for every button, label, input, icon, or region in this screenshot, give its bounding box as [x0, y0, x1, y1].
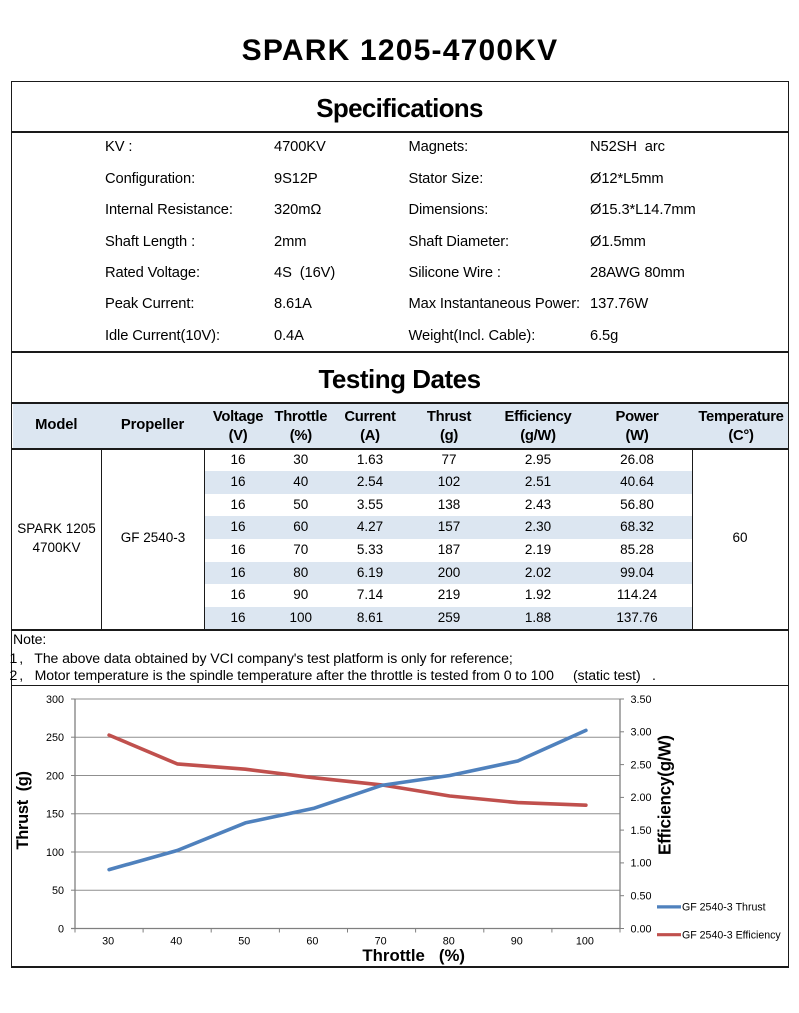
svg-text:150: 150	[46, 809, 64, 821]
svg-text:200: 200	[46, 770, 64, 782]
svg-text:100: 100	[576, 936, 594, 948]
svg-text:0.50: 0.50	[631, 891, 652, 903]
svg-text:0: 0	[58, 923, 64, 935]
svg-text:90: 90	[511, 936, 523, 948]
svg-text:Efficiency(g/W): Efficiency(g/W)	[655, 735, 675, 855]
svg-text:3.00: 3.00	[631, 727, 652, 739]
svg-text:Thrust (g): Thrust (g)	[14, 771, 32, 849]
svg-text:2.50: 2.50	[631, 759, 652, 771]
svg-text:GF 2540-3 Thrust: GF 2540-3 Thrust	[682, 902, 766, 914]
svg-text:50: 50	[52, 885, 64, 897]
svg-text:60: 60	[306, 936, 318, 948]
svg-text:30: 30	[102, 936, 114, 948]
svg-text:1.50: 1.50	[631, 825, 652, 837]
svg-text:3.50: 3.50	[631, 694, 652, 706]
svg-text:300: 300	[46, 694, 64, 706]
svg-text:70: 70	[375, 936, 387, 948]
svg-text:100: 100	[46, 847, 64, 859]
svg-text:80: 80	[443, 936, 455, 948]
svg-text:40: 40	[170, 936, 182, 948]
svg-text:1.00: 1.00	[631, 858, 652, 870]
svg-text:Throttle (%): Throttle (%)	[362, 946, 465, 965]
svg-text:GF 2540-3 Efficiency: GF 2540-3 Efficiency	[682, 930, 781, 942]
svg-text:2.00: 2.00	[631, 792, 652, 804]
svg-text:50: 50	[238, 936, 250, 948]
svg-text:0.00: 0.00	[631, 923, 652, 935]
svg-text:250: 250	[46, 732, 64, 744]
